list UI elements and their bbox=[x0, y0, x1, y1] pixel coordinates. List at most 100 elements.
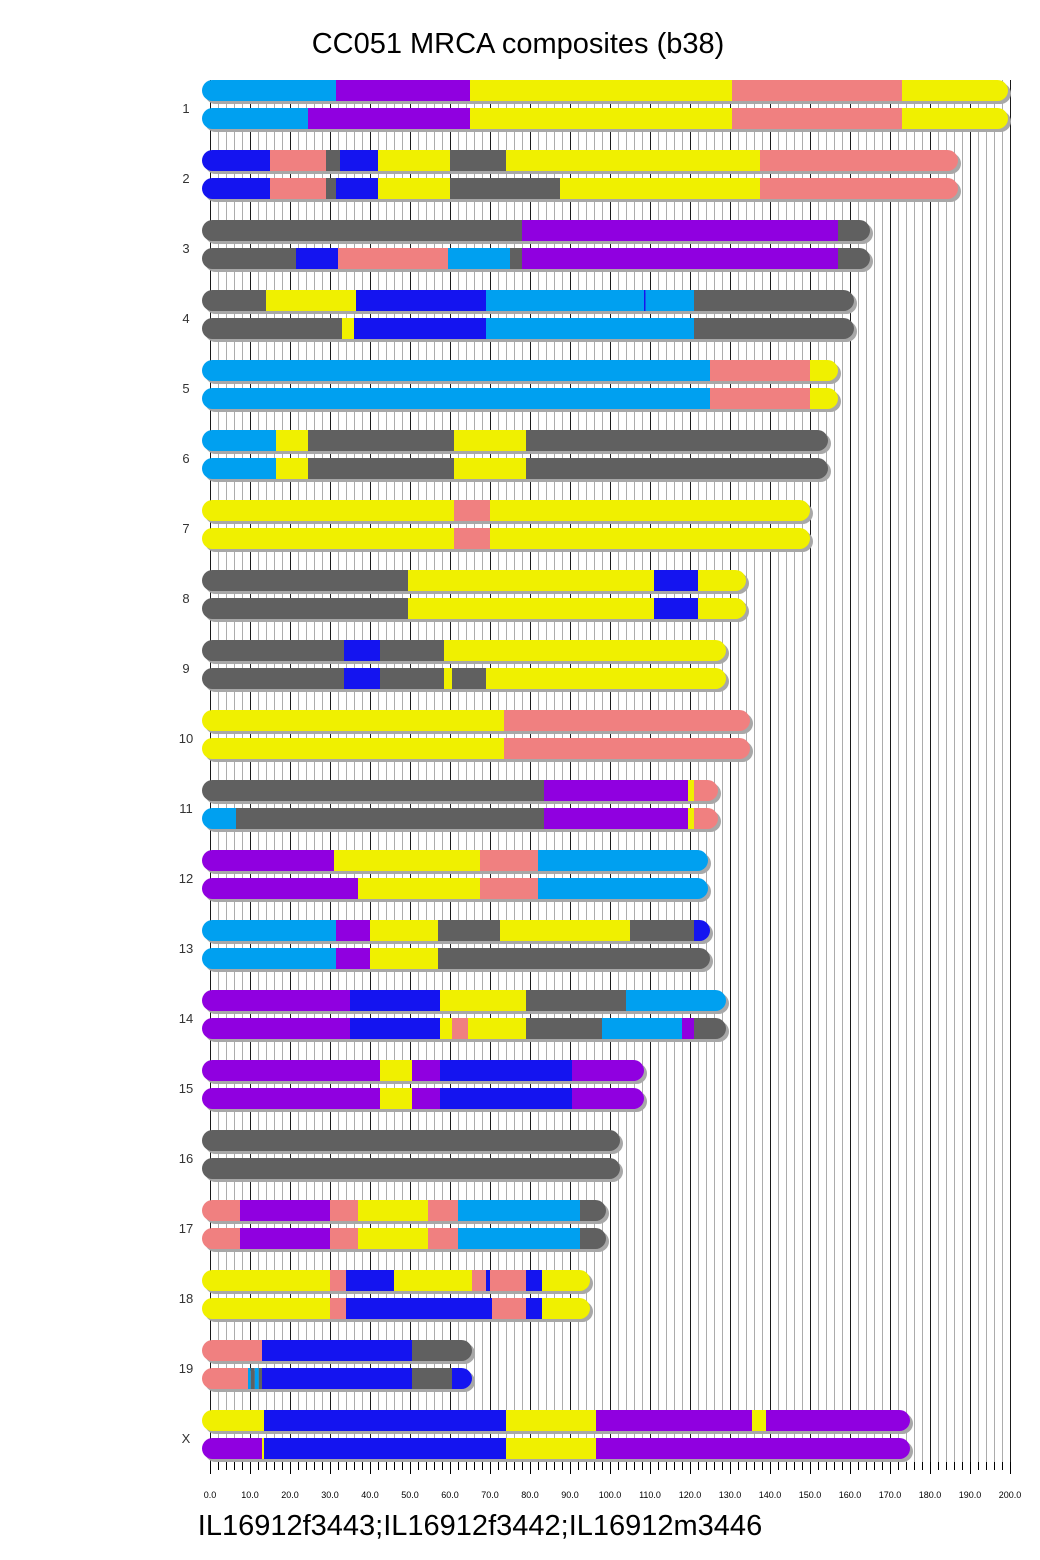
segment-blue bbox=[264, 1410, 506, 1431]
haplotype-bar bbox=[202, 108, 1008, 129]
segment-gray bbox=[326, 150, 340, 171]
axis-tick-label: 40.0 bbox=[361, 1490, 379, 1500]
segment-yellow bbox=[380, 1060, 412, 1081]
segment-purple bbox=[336, 920, 370, 941]
haplotype-bar bbox=[202, 178, 958, 199]
segment-yellow bbox=[440, 990, 526, 1011]
chromosome-label: 14 bbox=[179, 1011, 193, 1026]
haplotype-bar bbox=[202, 1270, 590, 1291]
segment-blue bbox=[356, 290, 486, 311]
segment-purple bbox=[202, 1018, 350, 1039]
segment-gray bbox=[452, 668, 486, 689]
segment-gray bbox=[526, 990, 626, 1011]
segment-purple bbox=[596, 1410, 752, 1431]
haplotype-bar bbox=[202, 1060, 644, 1081]
chart-title: CC051 MRCA composites (b38) bbox=[0, 28, 1040, 61]
segment-yellow bbox=[276, 430, 308, 451]
segment-gray bbox=[694, 318, 854, 339]
haplotype-bar bbox=[202, 948, 710, 969]
segment-skyblue bbox=[202, 388, 710, 409]
segment-yellow bbox=[202, 1298, 330, 1319]
segment-gray bbox=[450, 150, 506, 171]
chromosome-label: 13 bbox=[179, 941, 193, 956]
chromosome-label: 7 bbox=[182, 521, 189, 536]
segment-yellow bbox=[358, 1200, 428, 1221]
segment-yellow bbox=[486, 668, 726, 689]
segment-gray bbox=[202, 220, 522, 241]
segment-yellow bbox=[342, 318, 354, 339]
segment-blue bbox=[486, 1270, 490, 1291]
segment-yellow bbox=[470, 80, 732, 101]
chromosome-6: 6 bbox=[182, 430, 831, 482]
haplotype-bar bbox=[202, 1438, 910, 1459]
segment-yellow bbox=[500, 920, 630, 941]
axis-tick-label: 80.0 bbox=[521, 1490, 539, 1500]
segment-yellow bbox=[202, 738, 504, 759]
sample-ids-text: IL16912f3443;IL16912f3442;IL16912m3446 bbox=[197, 1510, 763, 1542]
segment-yellow bbox=[506, 1410, 596, 1431]
segment-skyblue bbox=[202, 458, 276, 479]
axis-tick-label: 50.0 bbox=[401, 1490, 419, 1500]
segment-salmon bbox=[270, 178, 326, 199]
segment-salmon bbox=[710, 388, 810, 409]
segment-yellow bbox=[810, 360, 838, 381]
segment-gray bbox=[202, 318, 342, 339]
segment-skyblue bbox=[486, 290, 644, 311]
segment-purple bbox=[412, 1088, 440, 1109]
axis-tick-label: 90.0 bbox=[561, 1490, 579, 1500]
segment-skyblue bbox=[538, 878, 708, 899]
segment-skyblue bbox=[626, 990, 726, 1011]
segment-purple bbox=[240, 1228, 330, 1249]
segment-skyblue bbox=[254, 1368, 259, 1389]
segment-purple bbox=[596, 1438, 910, 1459]
segment-yellow bbox=[902, 80, 1008, 101]
segment-salmon bbox=[428, 1228, 458, 1249]
segment-skyblue bbox=[202, 360, 710, 381]
axis-tick-label: 170.0 bbox=[879, 1490, 902, 1500]
segment-salmon bbox=[760, 150, 958, 171]
segment-skyblue bbox=[458, 1228, 580, 1249]
haplotype-bar bbox=[202, 850, 708, 871]
segment-salmon bbox=[710, 360, 810, 381]
haplotype-bar bbox=[202, 1228, 606, 1249]
segment-gray bbox=[202, 640, 344, 661]
segment-yellow bbox=[688, 780, 694, 801]
segment-yellow bbox=[468, 1018, 526, 1039]
chromosome-15: 15 bbox=[179, 1060, 647, 1112]
segment-purple bbox=[522, 248, 838, 269]
segment-yellow bbox=[358, 878, 480, 899]
axis-tick-label: 60.0 bbox=[441, 1490, 459, 1500]
chromosome-13: 13 bbox=[179, 920, 713, 972]
segment-purple bbox=[202, 850, 334, 871]
segment-blue bbox=[350, 1018, 440, 1039]
axis-tick-label: 100.0 bbox=[599, 1490, 622, 1500]
segment-gray bbox=[236, 808, 544, 829]
segment-gray bbox=[838, 248, 870, 269]
segment-gray bbox=[202, 780, 544, 801]
segment-blue bbox=[336, 178, 378, 199]
segment-purple bbox=[202, 1088, 380, 1109]
haplotype-bar bbox=[202, 808, 718, 829]
segment-skyblue bbox=[202, 808, 236, 829]
segment-blue bbox=[694, 920, 710, 941]
segment-yellow bbox=[752, 1410, 766, 1431]
chromosome-17: 17 bbox=[179, 1200, 609, 1252]
segment-purple bbox=[572, 1060, 644, 1081]
haplotype-bar bbox=[202, 458, 828, 479]
chromosome-label: 19 bbox=[179, 1361, 193, 1376]
segment-yellow bbox=[202, 1410, 264, 1431]
segment-gray bbox=[694, 1018, 726, 1039]
haplotype-bar bbox=[202, 598, 746, 619]
segment-yellow bbox=[370, 948, 438, 969]
segment-yellow bbox=[490, 528, 810, 549]
segment-blue bbox=[440, 1088, 572, 1109]
segment-gray bbox=[580, 1228, 606, 1249]
segment-purple bbox=[336, 80, 470, 101]
segment-blue bbox=[440, 1060, 572, 1081]
segment-yellow bbox=[902, 108, 1008, 129]
segment-gray bbox=[526, 1018, 602, 1039]
segment-skyblue bbox=[448, 248, 510, 269]
segment-skyblue bbox=[602, 1018, 682, 1039]
